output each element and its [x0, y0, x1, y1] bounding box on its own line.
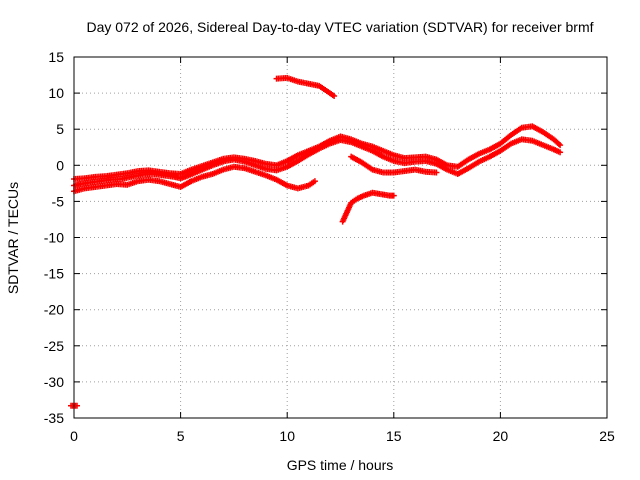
y-tick-label: -25: [44, 338, 64, 354]
y-axis-label: SDTVAR / TECUs: [5, 182, 21, 294]
y-tick-label: -35: [44, 410, 64, 426]
upper-band-point: [557, 142, 564, 149]
tick-labels: 0 5 10 15 20 25 15 10 5 0 -5 -10 -15 -20 -25 -30 -35: [44, 49, 615, 444]
x-tick-label: 5: [177, 428, 185, 444]
lower-band-point: [311, 178, 318, 185]
x-tick-label: 15: [386, 428, 402, 444]
x-tick-label: 25: [599, 428, 615, 444]
y-tick-label: 0: [56, 157, 64, 173]
y-tick-label: 15: [48, 49, 64, 65]
y-tick-label: 10: [48, 85, 64, 101]
x-tick-label: 20: [493, 428, 509, 444]
y-tick-label: -20: [44, 302, 64, 318]
x-axis-label: GPS time / hours: [287, 457, 394, 473]
plot-border: [73, 56, 608, 419]
y-tick-label: -30: [44, 374, 64, 390]
data-points: [68, 74, 564, 409]
main-band-point: [557, 149, 564, 156]
chart-title: Day 072 of 2026, Sidereal Day-to-day VTE…: [86, 19, 593, 35]
x-tick-label: 0: [70, 428, 78, 444]
y-tick-label: -15: [44, 266, 64, 282]
high-arc-point: [331, 92, 338, 99]
y-tick-label: -5: [52, 193, 65, 209]
gridlines: [74, 57, 607, 418]
outlier-point: [74, 402, 80, 409]
plot-frame: [73, 56, 608, 419]
x-tick-label: 10: [279, 428, 295, 444]
y-tick-label: 5: [56, 121, 64, 137]
afternoon-dip-point: [433, 169, 440, 176]
y-tick-label: -10: [44, 230, 64, 246]
drop-segment-point: [390, 192, 397, 199]
